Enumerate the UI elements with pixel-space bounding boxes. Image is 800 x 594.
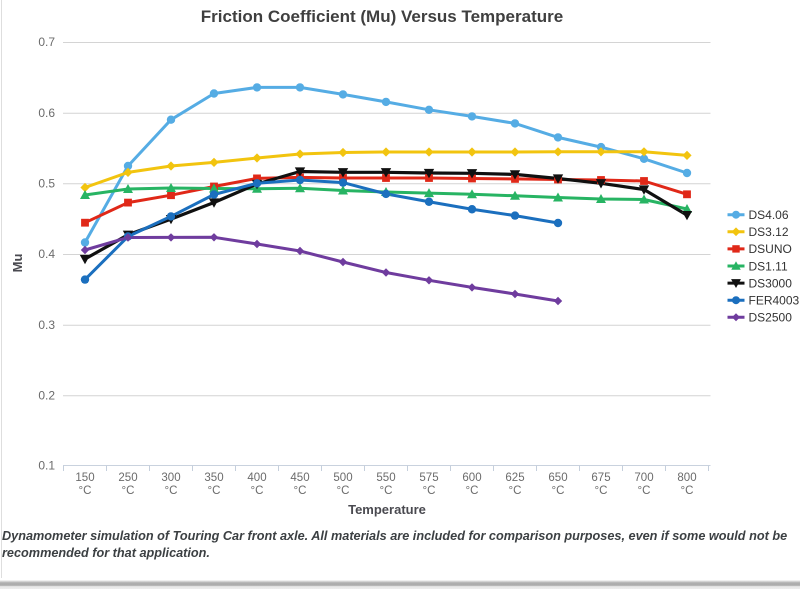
svg-text:450: 450 bbox=[290, 472, 309, 484]
svg-text:DS1.11: DS1.11 bbox=[749, 259, 788, 273]
svg-text:DS2500: DS2500 bbox=[749, 311, 793, 325]
svg-text:°C: °C bbox=[294, 485, 307, 497]
svg-text:°C: °C bbox=[552, 485, 565, 497]
svg-text:°C: °C bbox=[165, 485, 178, 497]
svg-text:°C: °C bbox=[423, 485, 436, 497]
svg-text:575: 575 bbox=[419, 472, 438, 484]
svg-text:Friction Coefficient (Mu) Vers: Friction Coefficient (Mu) Versus Tempera… bbox=[201, 7, 563, 26]
svg-text:0.6: 0.6 bbox=[38, 106, 55, 120]
svg-text:0.7: 0.7 bbox=[38, 35, 55, 49]
svg-text:500: 500 bbox=[333, 472, 352, 484]
svg-text:DSUNO: DSUNO bbox=[749, 242, 792, 256]
svg-text:DS3000: DS3000 bbox=[749, 276, 793, 290]
svg-text:°C: °C bbox=[466, 485, 479, 497]
svg-text:°C: °C bbox=[337, 485, 350, 497]
svg-text:300: 300 bbox=[161, 472, 180, 484]
svg-text:DS4.06: DS4.06 bbox=[749, 208, 789, 222]
svg-text:150: 150 bbox=[75, 472, 94, 484]
svg-text:°C: °C bbox=[638, 485, 651, 497]
svg-text:675: 675 bbox=[591, 472, 610, 484]
svg-text:0.1: 0.1 bbox=[38, 459, 55, 473]
svg-text:625: 625 bbox=[505, 472, 524, 484]
svg-text:0.3: 0.3 bbox=[38, 318, 55, 332]
svg-text:400: 400 bbox=[247, 472, 266, 484]
svg-text:°C: °C bbox=[509, 485, 522, 497]
svg-text:700: 700 bbox=[634, 472, 653, 484]
svg-text:FER4003: FER4003 bbox=[749, 294, 800, 308]
svg-text:DS3.12: DS3.12 bbox=[749, 225, 789, 239]
svg-text:600: 600 bbox=[462, 472, 481, 484]
svg-text:250: 250 bbox=[118, 472, 137, 484]
svg-text:650: 650 bbox=[548, 472, 567, 484]
svg-text:0.2: 0.2 bbox=[38, 389, 55, 403]
svg-text:°C: °C bbox=[681, 485, 694, 497]
svg-text:350: 350 bbox=[204, 472, 223, 484]
svg-text:0.5: 0.5 bbox=[38, 177, 55, 191]
svg-text:°C: °C bbox=[79, 485, 92, 497]
svg-text:Mu: Mu bbox=[10, 254, 25, 273]
svg-text:800: 800 bbox=[677, 472, 696, 484]
svg-text:°C: °C bbox=[251, 485, 264, 497]
svg-text:°C: °C bbox=[595, 485, 608, 497]
svg-text:550: 550 bbox=[376, 472, 395, 484]
svg-text:°C: °C bbox=[122, 485, 135, 497]
svg-text:°C: °C bbox=[208, 485, 221, 497]
svg-text:0.4: 0.4 bbox=[38, 247, 55, 261]
svg-text:Temperature: Temperature bbox=[348, 502, 426, 517]
svg-text:°C: °C bbox=[380, 485, 393, 497]
